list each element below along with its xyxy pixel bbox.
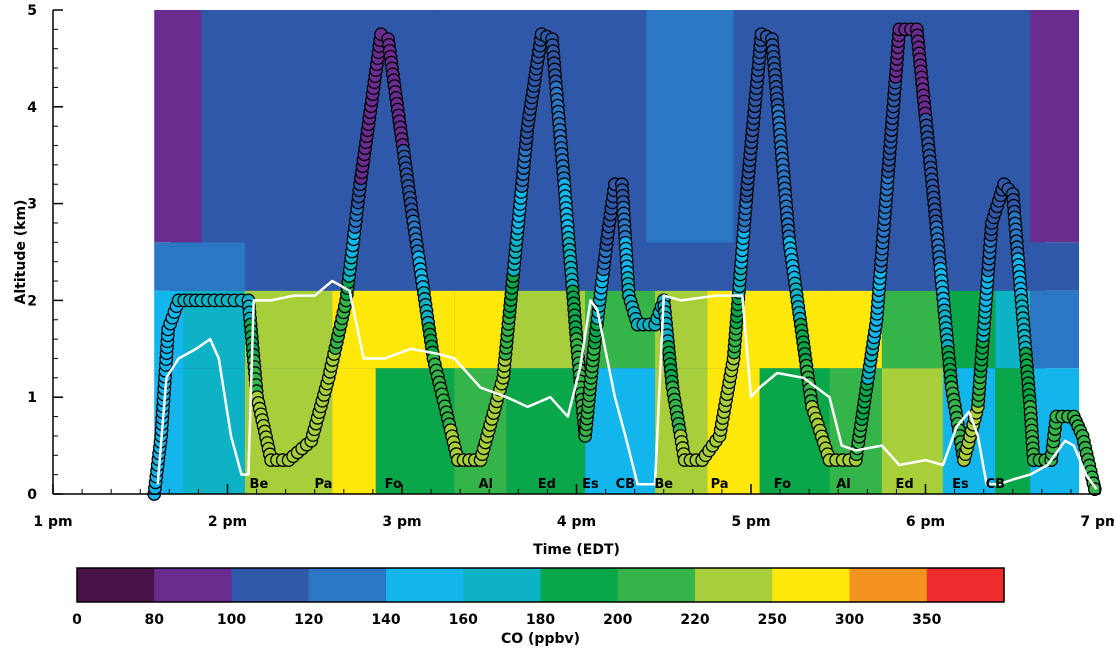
- site-label: Al: [478, 477, 493, 492]
- colorbar-swatch: [926, 568, 1005, 602]
- heatmap-cell: [1030, 290, 1080, 369]
- site-label: Fo: [385, 477, 402, 492]
- colorbar-tick-label: 80: [145, 612, 165, 628]
- x-tick-label: 2 pm: [208, 514, 247, 530]
- colorbar-tick-label: 300: [835, 612, 864, 628]
- colorbar-tick-label: 350: [912, 612, 941, 628]
- site-label: Ed: [895, 477, 913, 492]
- heatmap-cell: [995, 242, 1080, 291]
- colorbar-tick-label: 120: [294, 612, 323, 628]
- boundary-layer-line: [156, 279, 1098, 490]
- colorbar-swatch: [463, 568, 542, 602]
- x-tick-label: 1 pm: [33, 514, 72, 530]
- y-tick-label: 4: [27, 100, 37, 116]
- colorbar-tick-label: 180: [526, 612, 555, 628]
- colorbar-tick-label: 160: [449, 612, 478, 628]
- colorbar-swatch: [849, 568, 928, 602]
- y-tick-label: 1: [27, 390, 37, 406]
- site-label: Pa: [711, 477, 729, 492]
- site-label: Es: [952, 477, 969, 492]
- colorbar-swatch: [308, 568, 387, 602]
- colorbar-swatch: [386, 568, 464, 602]
- y-tick-label: 5: [27, 3, 37, 19]
- x-tick-label: 6 pm: [906, 514, 945, 530]
- axes: 0 1 2 3 4 5 1 pm 2 pm 3 pm 4 pm 5 pm 6 pm 7 pm: [27, 3, 1114, 530]
- colorbar-swatch: [154, 568, 233, 602]
- colorbar-tick-label: 0: [72, 612, 82, 628]
- site-label: Be: [250, 477, 269, 492]
- x-tick-label: 5 pm: [731, 514, 770, 530]
- colorbar: 0 80 100 120 140 160 180 200 220 250 300 350: [72, 567, 1005, 628]
- colorbar-tick-label: 140: [371, 612, 400, 628]
- colorbar-swatch: [77, 568, 155, 602]
- heatmap-cell: [154, 242, 245, 291]
- colorbar-swatch: [617, 568, 696, 602]
- x-tick-label: 4 pm: [557, 514, 596, 530]
- colorbar-tick-label: 100: [217, 612, 246, 628]
- site-label: Es: [582, 477, 599, 492]
- heatmap-cell: [646, 10, 734, 243]
- heatmap-cell: [1030, 10, 1080, 243]
- site-label: CB: [616, 477, 635, 492]
- heatmap-cell: [881, 368, 943, 494]
- colorbar-swatch: [695, 568, 773, 602]
- heatmap-cell: [506, 368, 586, 494]
- heatmap-cell: [244, 242, 656, 291]
- x-tick-label: 3 pm: [382, 514, 421, 530]
- site-label: Al: [836, 477, 851, 492]
- x-tick-label: 7 pm: [1080, 514, 1114, 530]
- colorbar-swatch: [540, 568, 619, 602]
- y-tick-label: 3: [27, 197, 37, 213]
- heatmap-cell: [881, 290, 943, 369]
- heatmap-cell: [332, 368, 376, 494]
- colorbar-swatch: [231, 568, 310, 602]
- site-labels: Be Pa Fo Al Ed Es CB Be Pa Fo Al Ed Es CB: [250, 477, 1005, 492]
- colorbar-tick-label: 220: [680, 612, 709, 628]
- colorbar-swatch: [772, 568, 851, 602]
- colorbar-frame: [76, 567, 1005, 603]
- flight-track-point: [1087, 482, 1102, 497]
- site-label: CB: [986, 477, 1005, 492]
- site-label: Pa: [314, 477, 332, 492]
- site-label: Fo: [774, 477, 791, 492]
- heatmap-cell: [454, 290, 507, 369]
- site-label: Be: [654, 477, 673, 492]
- colorbar-title: CO (ppbv): [501, 631, 580, 647]
- y-tick-label: 2: [27, 293, 37, 309]
- flight-track: [147, 22, 1102, 501]
- y-axis-title: Altitude (km): [13, 200, 29, 305]
- heatmap-cell: [585, 368, 656, 494]
- y-tick-label: 0: [27, 487, 37, 503]
- site-label: Ed: [538, 477, 556, 492]
- heatmap-cell: [183, 368, 245, 494]
- heatmap-cell: [154, 10, 202, 243]
- colorbar-tick-label: 200: [603, 612, 632, 628]
- x-axis-title: Time (EDT): [533, 542, 620, 558]
- colorbar-tick-label: 250: [758, 612, 787, 628]
